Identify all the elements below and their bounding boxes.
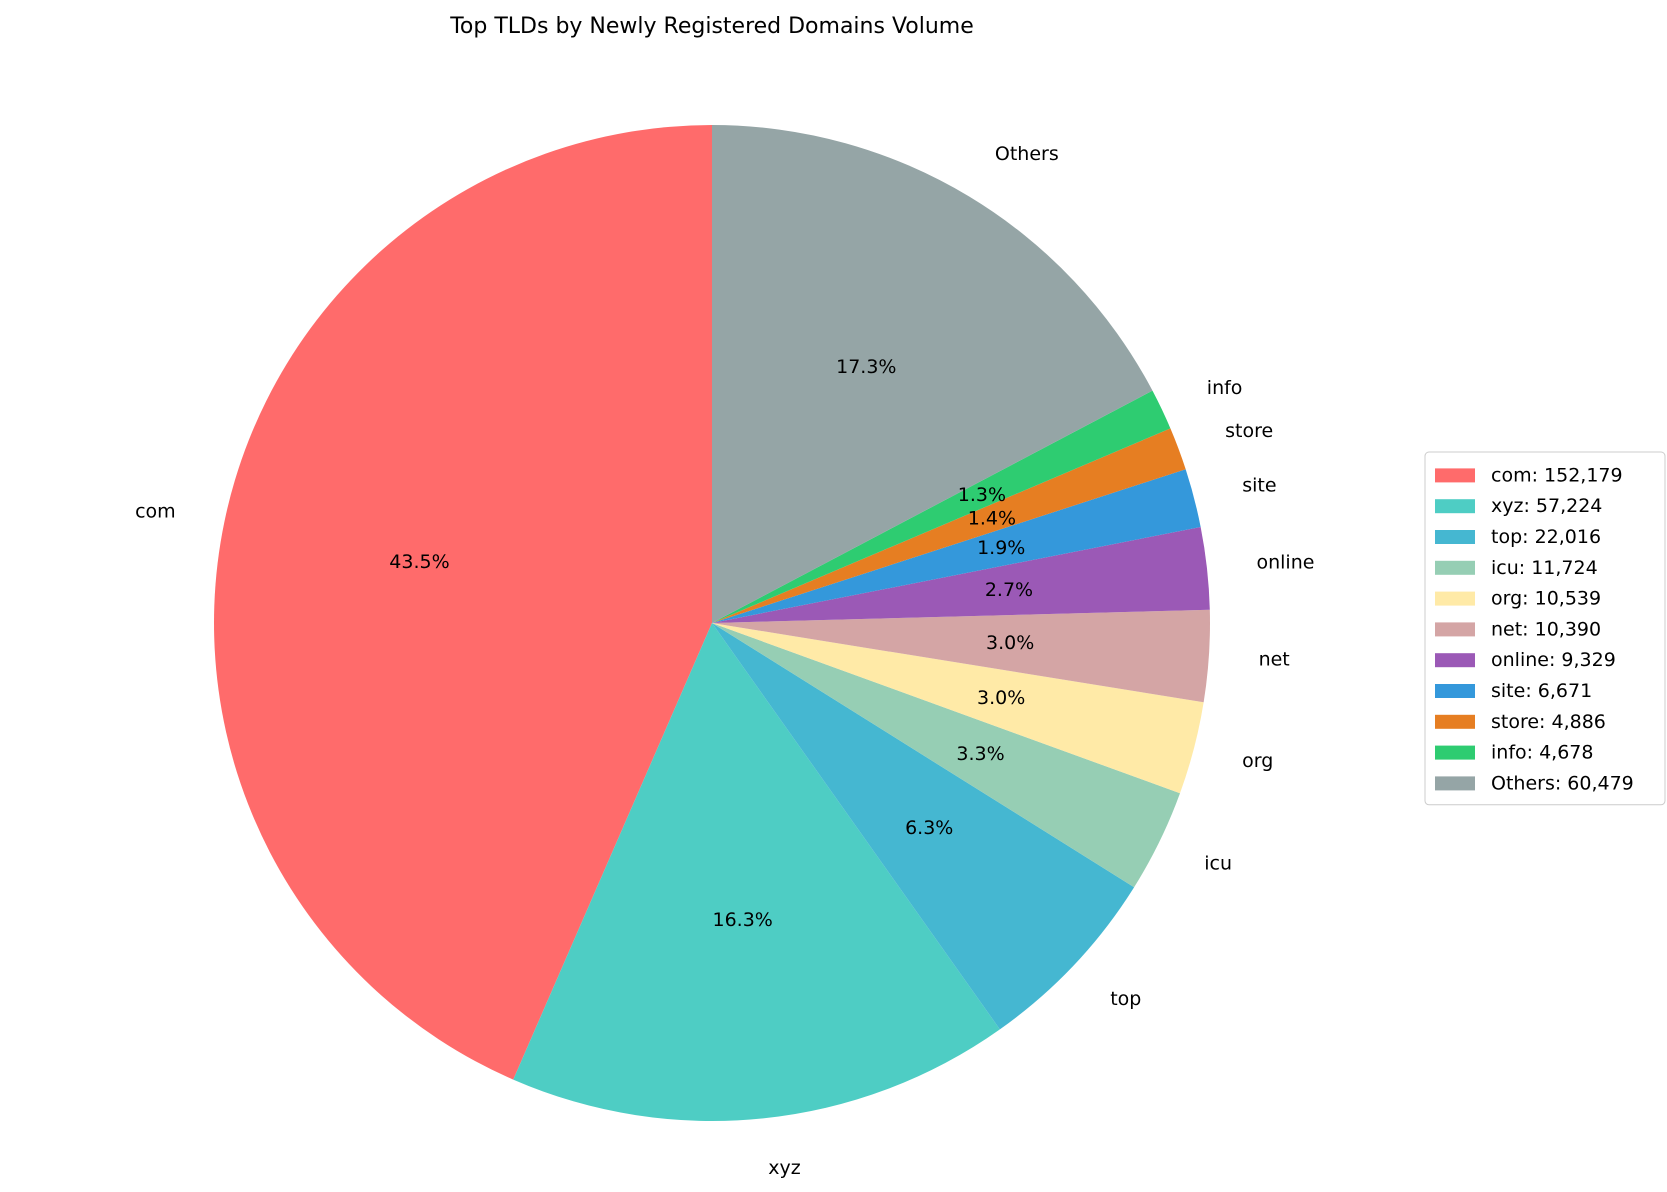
slice-label-top: top (1110, 988, 1141, 1010)
legend-entry-net: net: 10,390 (1491, 618, 1601, 640)
percent-label-online: 2.7% (985, 579, 1033, 601)
legend-swatch-net (1435, 622, 1475, 637)
slice-label-org: org (1242, 750, 1273, 772)
legend-entry-xyz: xyz: 57,224 (1491, 495, 1602, 517)
slice-label-info: info (1207, 377, 1243, 399)
legend: com: 152,179 xyz: 57,224 top: 22,016 icu: 1… (1424, 451, 1666, 806)
pie-slice-online (712, 526, 1210, 623)
percent-label-site: 1.9% (977, 537, 1025, 559)
legend-swatch-com (1435, 468, 1475, 483)
pie-slice-others (712, 125, 1153, 623)
pie-slice-xyz (513, 623, 1000, 1121)
pie-slice-site (712, 469, 1201, 623)
legend-swatch-others (1435, 776, 1475, 791)
legend-entry-icu: icu: 11,724 (1491, 557, 1598, 579)
percent-label-com: 43.5% (389, 551, 449, 573)
legend-entry-store: store: 4,886 (1491, 711, 1606, 733)
pie-slice-top (712, 623, 1135, 1030)
pie-slice-store (712, 428, 1186, 623)
legend-frame (1424, 451, 1666, 806)
legend-swatch-icu (1435, 560, 1475, 575)
percent-label-info: 1.3% (958, 484, 1006, 506)
percent-label-org: 3.0% (977, 687, 1025, 709)
legend-swatch-top (1435, 530, 1475, 544)
pie-slice-info (712, 390, 1171, 623)
slice-label-xyz: xyz (768, 1157, 800, 1179)
slice-label-icu: icu (1204, 852, 1232, 874)
pie-slice-com (214, 125, 712, 1080)
pie-slice-icu (712, 623, 1180, 888)
legend-entry-top: top: 22,016 (1491, 526, 1601, 548)
percent-label-xyz: 16.3% (713, 909, 773, 931)
slice-label-site: site (1242, 474, 1276, 496)
percent-label-net: 3.0% (986, 632, 1034, 654)
legend-swatch-online (1435, 653, 1475, 668)
slice-label-online: online (1256, 552, 1314, 574)
percent-label-others: 17.3% (836, 356, 896, 378)
slice-label-net: net (1259, 648, 1290, 670)
legend-entry-others: Others: 60,479 (1491, 772, 1634, 794)
legend-entry-org: org: 10,539 (1491, 588, 1601, 610)
legend-entry-site: site: 6,671 (1491, 680, 1592, 702)
pie-slice-org (712, 623, 1204, 794)
legend-swatch-info (1435, 745, 1475, 760)
legend-swatch-xyz (1435, 499, 1475, 514)
legend-entry-online: online: 9,329 (1491, 649, 1616, 671)
percent-label-icu: 3.3% (956, 743, 1004, 765)
pie-slices (214, 125, 1210, 1121)
slice-label-com: com (135, 500, 176, 522)
chart-title: Top TLDs by Newly Registered Domains Vol… (449, 14, 974, 39)
percent-label-store: 1.4% (968, 507, 1016, 529)
legend-swatch-store (1435, 714, 1475, 729)
legend-entry-info: info: 4,678 (1491, 742, 1593, 764)
slice-labels: com xyz top icu org net online site store info Oth… (135, 143, 1314, 1179)
percent-label-top: 6.3% (905, 817, 953, 839)
slice-label-others: Others (995, 143, 1059, 165)
legend-entry-com: com: 152,179 (1491, 464, 1623, 486)
legend-swatch-org (1435, 591, 1475, 606)
pie-slice-net (712, 609, 1210, 703)
legend-swatch-site (1435, 684, 1475, 698)
slice-label-store: store (1225, 420, 1273, 442)
percent-labels: 43.5% 16.3% 6.3% 3.3% 3.0% 3.0% 2.7% 1.9% 1.4%1.… (389, 356, 1034, 931)
